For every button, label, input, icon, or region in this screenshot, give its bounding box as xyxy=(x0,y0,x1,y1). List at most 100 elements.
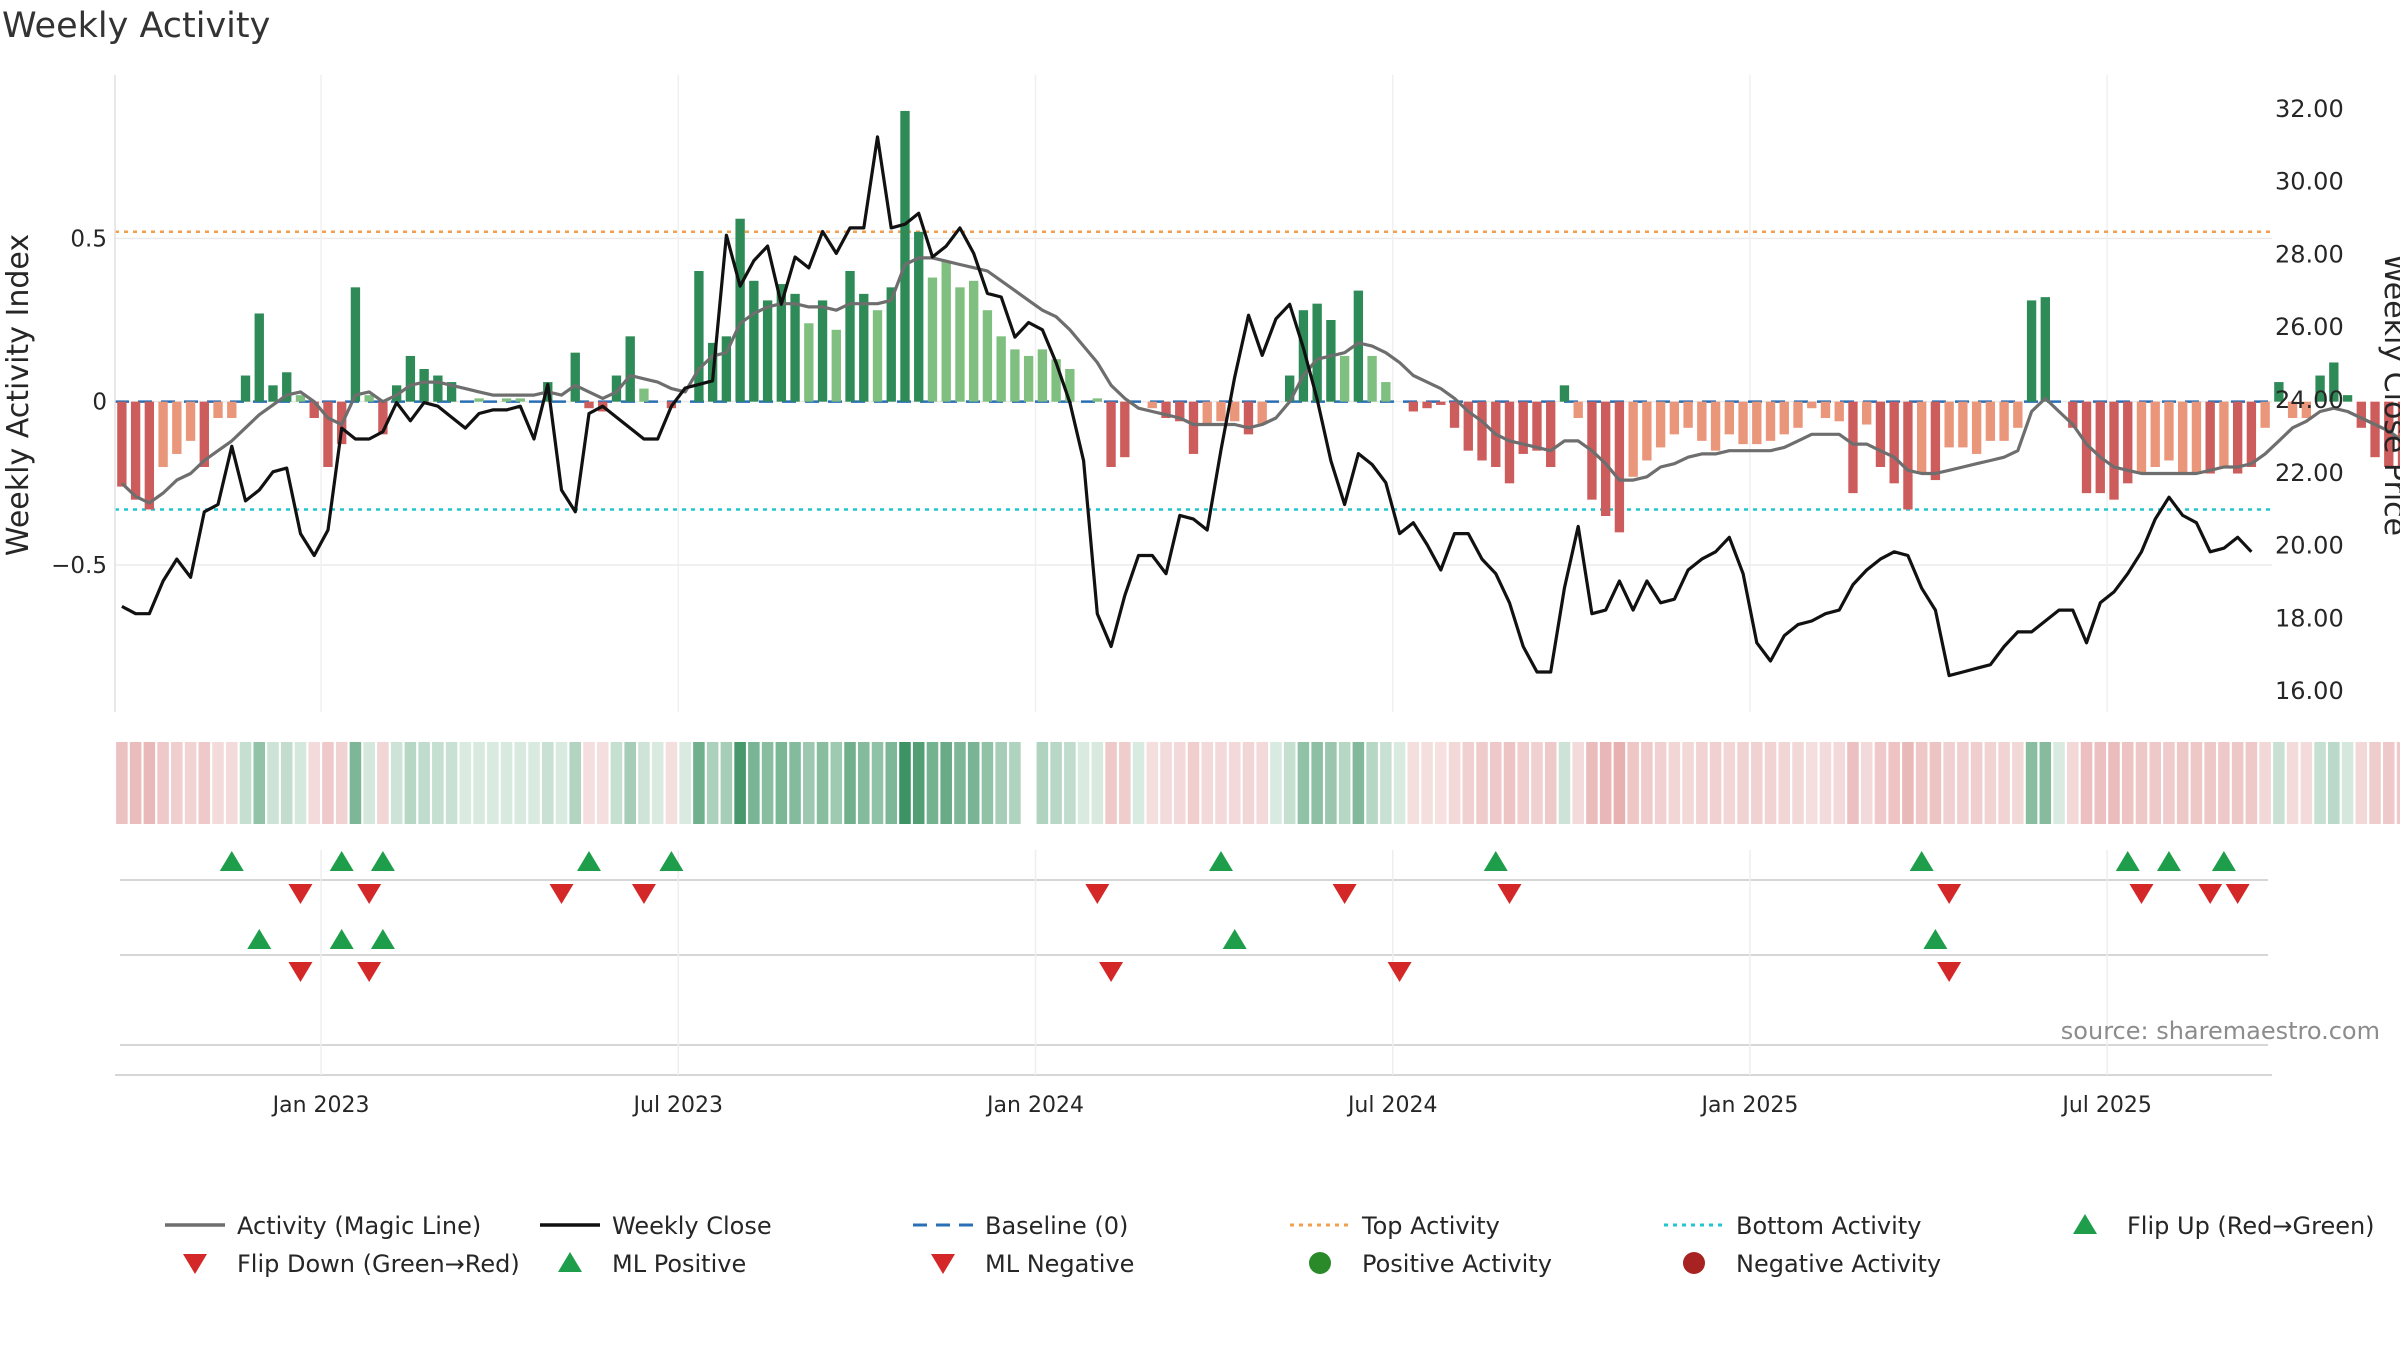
ribbon-cell xyxy=(1531,742,1543,824)
flip-up-marker xyxy=(2156,851,2181,871)
ribbon-cell xyxy=(2300,742,2313,824)
ribbon-cell xyxy=(1352,742,1365,824)
legend-label: Bottom Activity xyxy=(1736,1212,1921,1240)
ribbon-cell xyxy=(143,742,156,824)
ribbon-cell xyxy=(1503,742,1516,824)
flip-down-marker xyxy=(288,884,313,904)
activity-bar xyxy=(762,300,773,402)
ribbon-cell xyxy=(404,742,417,824)
ribbon-cell xyxy=(445,742,458,824)
ribbon-cell xyxy=(624,742,636,824)
flip-up-marker xyxy=(2211,851,2236,871)
ribbon-cell xyxy=(1256,742,1268,824)
ribbon-cell xyxy=(1050,742,1062,824)
activity-bar xyxy=(1106,401,1116,467)
activity-bar xyxy=(419,369,429,402)
ribbon-cell xyxy=(1421,742,1433,824)
activity-bar xyxy=(721,336,732,402)
legend-swatch xyxy=(183,1254,207,1274)
ribbon-cell xyxy=(2396,742,2400,824)
activity-bar xyxy=(1930,401,1941,481)
activity-bar xyxy=(1614,401,1625,533)
activity-bar xyxy=(1669,401,1680,435)
activity-bar xyxy=(1779,401,1789,435)
ribbon-cell xyxy=(1064,742,1076,824)
ribbon-cell xyxy=(1091,742,1104,824)
activity-bar xyxy=(1257,401,1267,425)
ribbon-cell xyxy=(2149,742,2161,824)
activity-bar xyxy=(804,323,814,402)
activity-bar xyxy=(2384,401,2394,467)
activity-bar xyxy=(639,388,649,402)
ribbon-cell xyxy=(816,742,829,824)
ribbon-cell xyxy=(1778,742,1791,824)
activity-bar xyxy=(144,401,155,510)
activity-bar xyxy=(1216,401,1226,422)
activity-bar xyxy=(2178,401,2188,474)
activity-bar xyxy=(584,401,594,409)
ribbon-cell xyxy=(1489,742,1502,824)
ribbon-cell xyxy=(2025,742,2038,824)
activity-bar xyxy=(1175,401,1185,422)
legend-swatch xyxy=(558,1252,582,1272)
ribbon-cell xyxy=(1751,742,1763,824)
ribbon-cell xyxy=(280,742,293,824)
activity-bar xyxy=(1312,303,1322,402)
activity-bar xyxy=(474,398,484,402)
magic-line xyxy=(120,256,2400,505)
ribbon-cell xyxy=(349,742,362,824)
activity-bar xyxy=(886,287,896,402)
ribbon-cell xyxy=(253,742,266,824)
ribbon-cell xyxy=(2135,742,2148,824)
ribbon-cell xyxy=(1270,742,1282,824)
ribbon-cell xyxy=(2218,742,2230,824)
ribbon-cell xyxy=(1723,742,1736,824)
activity-bar xyxy=(845,271,855,402)
activity-bar xyxy=(776,284,787,402)
ribbon-cell xyxy=(2245,742,2258,824)
activity-bar xyxy=(1532,401,1542,451)
ribbon-cell xyxy=(967,742,980,824)
activity-bar xyxy=(1820,401,1831,418)
activity-bar xyxy=(1243,401,1254,435)
ribbon-cell xyxy=(1860,742,1873,824)
ribbon-cell xyxy=(1792,742,1804,824)
ribbon-cell xyxy=(1874,742,1887,824)
y2-tick-label: 18.00 xyxy=(2275,604,2344,632)
legend-label: Top Activity xyxy=(1361,1212,1500,1240)
ribbon-cell xyxy=(1998,742,2010,824)
ribbon-cell xyxy=(1805,742,1818,824)
ribbon-cell xyxy=(1627,742,1639,824)
y-tick-label: 0 xyxy=(92,390,107,416)
ribbon-cell xyxy=(1888,742,1900,824)
y2-axis-label: Weekly Close Price xyxy=(2377,254,2400,536)
ribbon-cell xyxy=(1160,742,1172,824)
activity-bar xyxy=(1518,401,1528,454)
activity-bar xyxy=(625,336,635,402)
ribbon-cell xyxy=(2328,742,2340,824)
activity-bar xyxy=(1353,290,1364,402)
ribbon-cell xyxy=(157,742,169,824)
ribbon-cell xyxy=(1132,742,1145,824)
ribbon-cell xyxy=(2383,742,2395,824)
weekly-close-line xyxy=(121,135,2253,678)
x-tick-label: Jul 2023 xyxy=(632,1093,724,1118)
ribbon-cell xyxy=(294,742,307,824)
legend: Activity (Magic Line) Weekly Close Baselin… xyxy=(165,1212,2375,1278)
ribbon-cell xyxy=(2012,742,2024,824)
ml-positive-marker xyxy=(247,929,272,949)
ribbon-cell xyxy=(322,742,334,824)
ribbon-cell xyxy=(459,742,472,824)
ribbon-cell xyxy=(1105,742,1117,824)
ribbon-cell xyxy=(1668,742,1681,824)
ribbon-cell xyxy=(679,742,691,824)
activity-ribbon xyxy=(116,742,2400,824)
activity-bar xyxy=(1298,310,1309,402)
activity-bar xyxy=(1655,401,1666,448)
activity-bar xyxy=(185,401,196,441)
activity-bar xyxy=(1285,375,1295,402)
ribbon-cell xyxy=(665,742,678,824)
ribbon-cell xyxy=(1682,742,1694,824)
flip-down-marker xyxy=(549,884,574,904)
ribbon-cell xyxy=(212,742,224,824)
